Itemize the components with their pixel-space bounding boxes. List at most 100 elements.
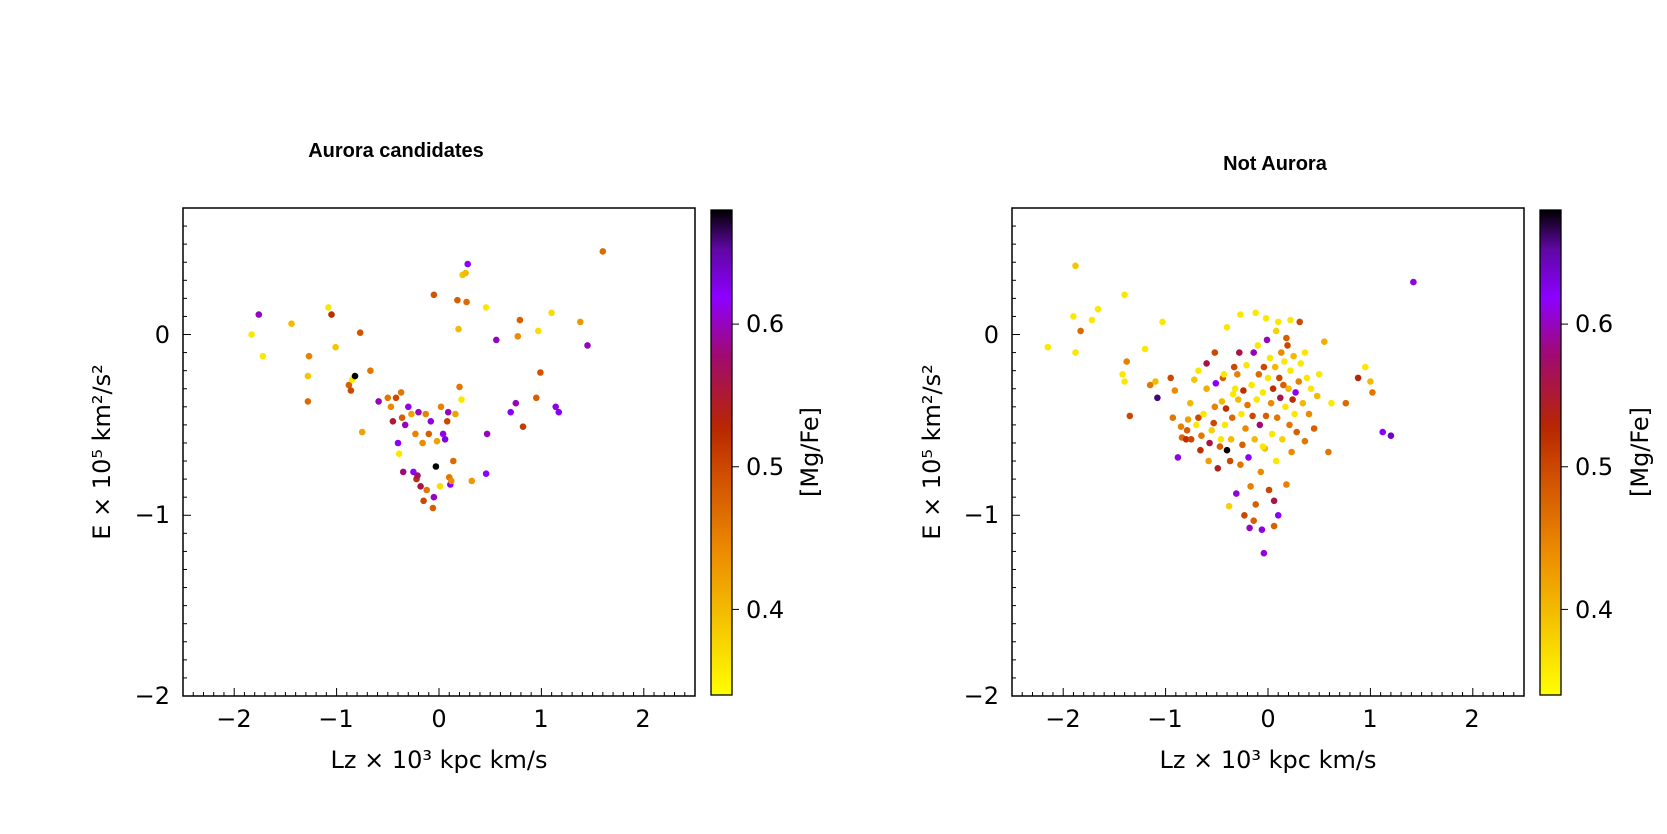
scatter-point	[304, 372, 312, 380]
scatter-point	[1278, 349, 1285, 356]
panel-title: Not Aurora	[1223, 153, 1328, 175]
scatter-point	[456, 383, 463, 391]
scatter-point	[1223, 446, 1231, 454]
scatter-point	[399, 468, 407, 476]
scatter-point	[1272, 457, 1280, 465]
scatter-point	[392, 394, 400, 402]
scatter-point	[1237, 311, 1244, 318]
scatter-point	[1191, 376, 1198, 384]
scatter-point	[1243, 361, 1250, 369]
scatter-point	[394, 439, 402, 447]
scatter-point	[1264, 374, 1272, 382]
scatter-point	[1283, 334, 1290, 342]
scatter-point	[519, 423, 527, 431]
scatter-point	[1212, 380, 1220, 387]
scatter-point	[1282, 403, 1289, 411]
scatter-point	[1301, 437, 1309, 445]
scatter-point	[1274, 318, 1282, 326]
x-tick-labels: −2 −1 0 1 2	[216, 705, 650, 733]
scatter-point	[1208, 427, 1215, 434]
scatter-point	[1222, 405, 1230, 412]
y-tick-label: −1	[135, 501, 170, 529]
scatter-point	[415, 408, 422, 416]
y-tick-label: −2	[964, 682, 999, 710]
scatter-point	[414, 472, 421, 479]
scatter-point	[441, 436, 449, 443]
scatter-point	[1342, 399, 1350, 407]
scatter-point	[1259, 389, 1267, 396]
scatter-point	[1276, 374, 1283, 382]
scatter-point	[1195, 414, 1202, 422]
x-tick-label: 0	[431, 705, 446, 733]
scatter-point	[1258, 526, 1266, 533]
scatter-point	[1287, 367, 1294, 375]
scatter-point	[417, 483, 424, 490]
scatter-point	[1321, 338, 1328, 346]
scatter-point	[1239, 441, 1246, 449]
x-tick-labels: −2 −1 0 1 2	[1045, 705, 1479, 733]
scatter-point	[397, 389, 405, 396]
scatter-point	[420, 497, 427, 505]
scatter-point	[439, 430, 447, 438]
scatter-point	[1123, 358, 1130, 365]
scatter-point	[444, 408, 452, 416]
scatter-point	[259, 352, 267, 360]
scatter-point	[1262, 412, 1270, 420]
scatter-point	[1253, 396, 1260, 403]
scatter-point	[1141, 345, 1149, 353]
scatter-point	[304, 398, 312, 405]
scatter-point	[1273, 414, 1281, 422]
scatter-point	[1248, 381, 1255, 389]
scatter-point	[1218, 398, 1226, 405]
scatter-point	[1292, 389, 1299, 396]
colorbar-tick-label: 0.6	[1575, 310, 1613, 338]
scatter-point	[1307, 385, 1315, 393]
scatter-point	[1272, 327, 1280, 335]
scatter-point	[533, 394, 540, 402]
scatter-point	[1270, 522, 1278, 530]
panel-not-aurora: Not Aurora −2 −1 0 1 2 −2 −1 0 Lz × 10³ …	[918, 153, 1654, 774]
scatter-point	[389, 418, 397, 425]
scatter-point	[1290, 352, 1297, 360]
scatter-point	[1171, 387, 1179, 394]
scatter-point	[412, 430, 419, 438]
scatter-point	[1387, 432, 1395, 440]
colorbar-tick-label: 0.5	[746, 453, 784, 481]
scatter-point	[427, 418, 435, 425]
scatter-point	[507, 408, 514, 416]
scatter-point	[1267, 399, 1275, 407]
x-tick-label: −2	[216, 705, 251, 733]
colorbar: 0.4 0.5 0.6 [Mg/Fe]	[710, 209, 824, 696]
scatter-point	[367, 367, 374, 375]
panel-aurora-candidates: Aurora candidates −2 −1 0 1 2 −2 −1 0 Lz…	[88, 140, 824, 774]
scatter-point	[1284, 342, 1291, 349]
scatter-point	[1283, 481, 1290, 488]
scatter-point	[1274, 512, 1282, 519]
scatter-point	[1205, 457, 1212, 465]
y-axis-label: E × 10⁵ km²/s²	[88, 364, 116, 539]
scatter-point	[408, 410, 415, 418]
scatter-point	[1229, 390, 1237, 398]
scatter-point	[599, 248, 607, 255]
scatter-point	[1216, 443, 1224, 450]
scatter-point	[1240, 387, 1247, 394]
scatter-point	[555, 408, 563, 416]
scatter-point	[1280, 381, 1287, 389]
scatter-point	[1203, 360, 1210, 367]
scatter-point	[1246, 524, 1253, 532]
scatter-point	[1152, 378, 1159, 385]
scatter-point	[450, 457, 457, 465]
scatter-point	[548, 309, 555, 317]
scatter-point	[305, 352, 313, 360]
scatter-point	[1211, 349, 1219, 356]
colorbar-gradient	[710, 209, 733, 696]
y-tick-label: 0	[155, 321, 170, 349]
scatter-point	[462, 269, 469, 277]
scatter-point	[455, 325, 462, 333]
x-tick-label: −1	[1147, 705, 1182, 733]
scatter-point	[1167, 374, 1174, 382]
scatter-point	[1269, 385, 1277, 393]
scatter-point	[482, 470, 490, 478]
scatter-point	[358, 428, 366, 436]
